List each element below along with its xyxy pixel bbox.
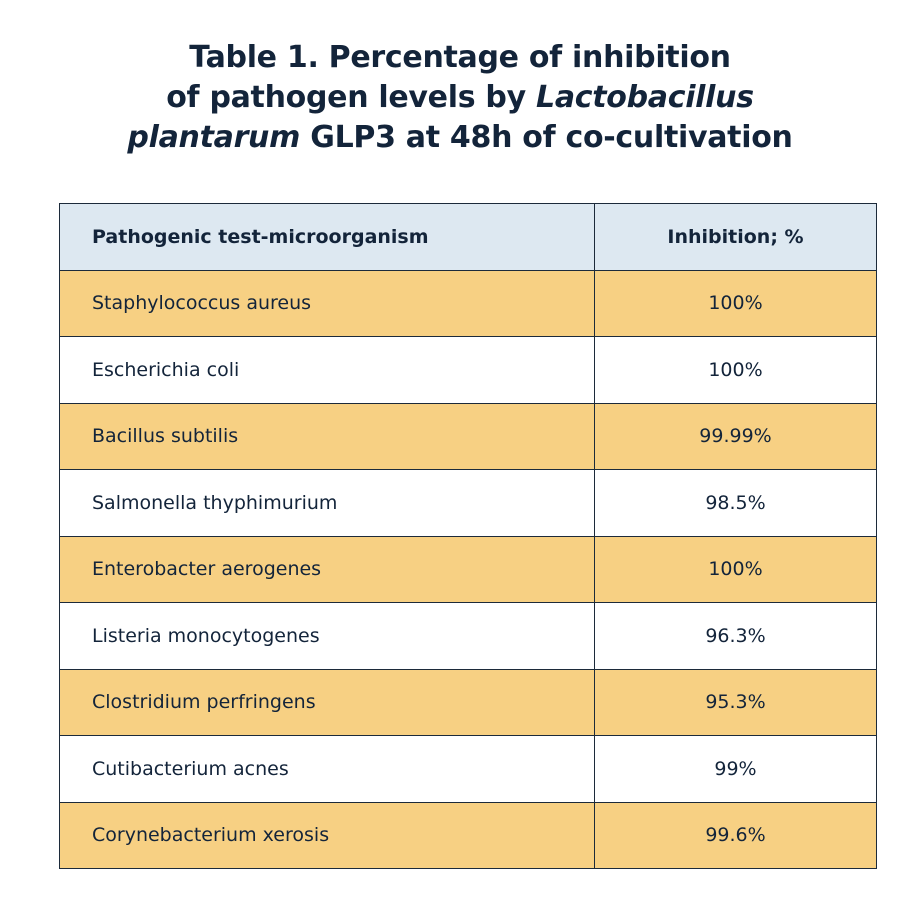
header-row: Pathogenic test-microorganism Inhibition;…	[59, 203, 877, 271]
table-row: Cutibacterium acnes 99%	[59, 735, 877, 803]
table-cell: Escherichia coli	[59, 336, 595, 404]
header-cell: Pathogenic test-microorganism	[59, 203, 595, 271]
table-header: Pathogenic test-microorganism Inhibition;…	[59, 203, 877, 271]
table-cell: Listeria monocytogenes	[59, 602, 595, 670]
table-cell: Enterobacter aerogenes	[59, 535, 595, 603]
table-cell: Salmonella thyphimurium	[59, 469, 595, 537]
table-row: Bacillus subtilis 99.99%	[59, 402, 877, 470]
table-cell: Staphylococcus aureus	[59, 269, 595, 337]
table-cell: Clostridium perfringens	[59, 668, 595, 736]
header-cell: Inhibition; %	[594, 203, 877, 271]
table: Pathogenic test-microorganism Inhibition;…	[59, 203, 877, 869]
table-cell: 100%	[594, 336, 877, 404]
title: Table 1. Percentage of inhibition of pat…	[0, 38, 920, 158]
table-cell: Corynebacterium xerosis	[59, 801, 595, 869]
title-italic: Lactobacillus	[536, 80, 754, 115]
table-cell: Bacillus subtilis	[59, 402, 595, 470]
table-body: Staphylococcus aureus 100% Escherichia col…	[59, 269, 877, 869]
table-cell: 98.5%	[594, 469, 877, 537]
table-row: Clostridium perfringens 95.3%	[59, 668, 877, 736]
table-cell: 99.99%	[594, 402, 877, 470]
table-row: Enterobacter aerogenes 100%	[59, 535, 877, 603]
table-cell: 100%	[594, 535, 877, 603]
title-line: GLP3 at 48h of co-cultivation	[310, 120, 793, 155]
table-cell: Cutibacterium acnes	[59, 735, 595, 803]
table-row: Listeria monocytogenes 96.3%	[59, 602, 877, 670]
table-row: Corynebacterium xerosis 99.6%	[59, 801, 877, 869]
table-cell: 100%	[594, 269, 877, 337]
table-cell: 96.3%	[594, 602, 877, 670]
table-cell: 99.6%	[594, 801, 877, 869]
table-cell: 99%	[594, 735, 877, 803]
table-row: Salmonella thyphimurium 98.5%	[59, 469, 877, 537]
table-cell: 95.3%	[594, 668, 877, 736]
title-line: of pathogen levels by	[166, 80, 526, 115]
title-italic: plantarum	[127, 120, 301, 155]
table-row: Staphylococcus aureus 100%	[59, 269, 877, 337]
title-line: Table 1. Percentage of inhibition	[189, 40, 731, 75]
table-row: Escherichia coli 100%	[59, 336, 877, 404]
